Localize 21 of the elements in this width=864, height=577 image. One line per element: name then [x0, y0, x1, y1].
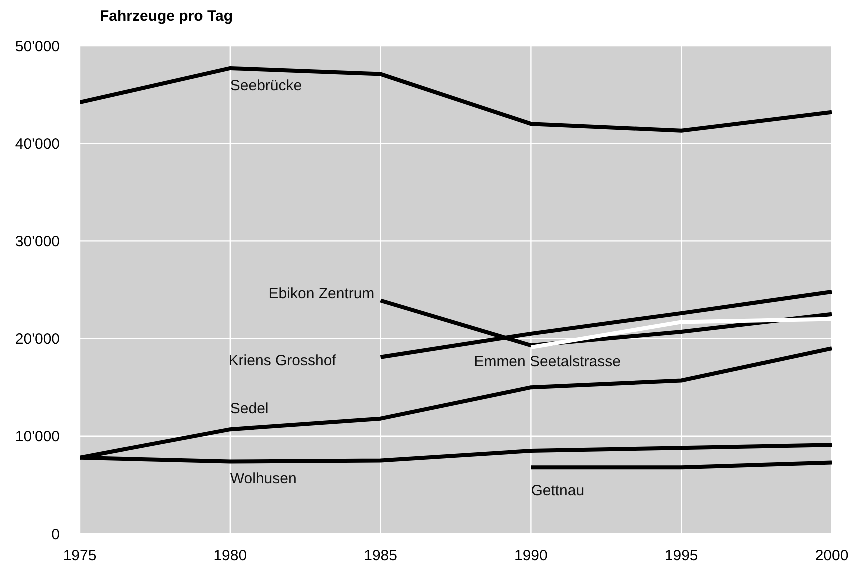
series-label: Gettnau [531, 482, 585, 500]
series-label: Sedel [230, 400, 269, 418]
line-series [80, 66, 832, 133]
text: Kriens Grosshof [228, 352, 338, 370]
x-tick-label: 1975 [63, 548, 97, 565]
y-tick-label: 20'000 [15, 331, 60, 348]
y-axis-title: Fahrzeuge pro Tag [99, 8, 234, 27]
y-tick-label: 30'000 [15, 234, 60, 251]
series-label: Emmen Seetalstrasse [474, 354, 621, 371]
x-tick-label: 1990 [514, 548, 548, 565]
y-tick-label: 50'000 [15, 38, 60, 56]
series-label: Wolhusen [230, 470, 297, 488]
y-tick-label: 0 [52, 526, 60, 544]
x-tick-label: 1985 [364, 548, 398, 565]
series-label: Ebikon Zentrum [268, 286, 375, 303]
x-tick-label: 1980 [214, 548, 248, 565]
series-label: Seebrücke [230, 77, 302, 94]
x-tick-label: 1995 [664, 548, 698, 565]
x-tick-label: 2000 [815, 548, 849, 565]
y-tick-label: 40'000 [15, 136, 60, 153]
y-tick-label: 10'000 [15, 428, 60, 446]
